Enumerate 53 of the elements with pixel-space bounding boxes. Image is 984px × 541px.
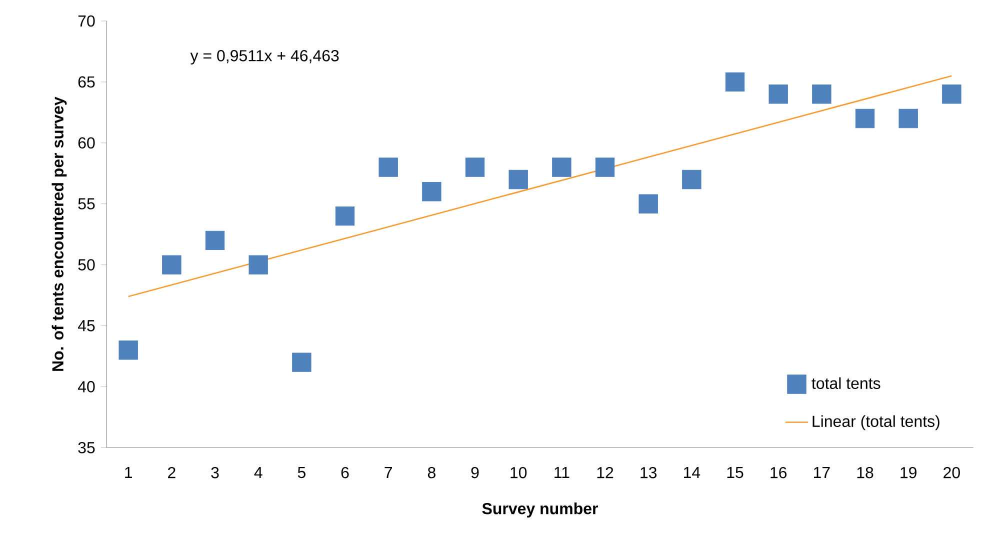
point: [292, 352, 312, 372]
point: [118, 340, 138, 360]
x-tick-label: 4: [254, 466, 262, 478]
y-tick-label: 40: [78, 381, 95, 392]
point: [508, 170, 528, 190]
y-tick-label: 50: [78, 259, 95, 270]
x-tick-label: 20: [944, 466, 960, 478]
y-tick-label: 60: [78, 137, 95, 149]
point: [335, 206, 355, 226]
x-tick-label: 13: [640, 466, 657, 478]
x-tick-label: 5: [298, 466, 306, 478]
x-tick-label: 15: [727, 466, 744, 478]
point: [422, 182, 442, 202]
y-tick-label: 65: [78, 76, 95, 88]
point: [682, 170, 702, 190]
x-tick-label: 6: [341, 466, 349, 478]
point: [812, 84, 832, 104]
point: [205, 230, 225, 250]
y-axis-title: No. of tents encountered per survey: [52, 96, 67, 371]
x-tick-label: 9: [471, 466, 479, 478]
x-axis-title: Survey number: [482, 502, 598, 518]
y-tick-label: 35: [78, 442, 95, 454]
y-tick-label: 45: [78, 320, 95, 332]
point: [855, 108, 875, 128]
x-tick-label: 17: [814, 466, 830, 478]
point: [595, 158, 615, 177]
legend-label: total tents: [812, 377, 880, 390]
point: [768, 84, 788, 104]
y-tick-label: 70: [78, 15, 95, 27]
x-tick-label: 12: [597, 466, 614, 478]
point: [638, 194, 658, 214]
x-tick-label: 19: [900, 466, 916, 478]
x-tick-label: 18: [857, 466, 874, 478]
point: [378, 158, 398, 177]
x-tick-label: 8: [428, 466, 436, 478]
legend-label: Linear (total tents): [812, 415, 940, 430]
annotation: y = 0,9511x + 46,463: [190, 50, 339, 65]
point: [248, 255, 268, 274]
x-tick-label: 16: [770, 466, 787, 478]
x-tick-label: 3: [211, 466, 219, 478]
y-tick-label: 55: [78, 198, 95, 210]
x-tick-label: 2: [168, 466, 176, 478]
point: [942, 84, 962, 104]
point: [725, 72, 745, 92]
point: [465, 158, 485, 177]
x-tick-label: 14: [684, 466, 700, 478]
point: [898, 108, 918, 128]
point: [162, 255, 182, 274]
x-tick-label: 7: [384, 466, 392, 478]
x-tick-label: 11: [554, 466, 570, 478]
point: [552, 158, 572, 177]
x-tick-label: 10: [510, 466, 527, 478]
x-tick-label: 1: [125, 466, 132, 478]
